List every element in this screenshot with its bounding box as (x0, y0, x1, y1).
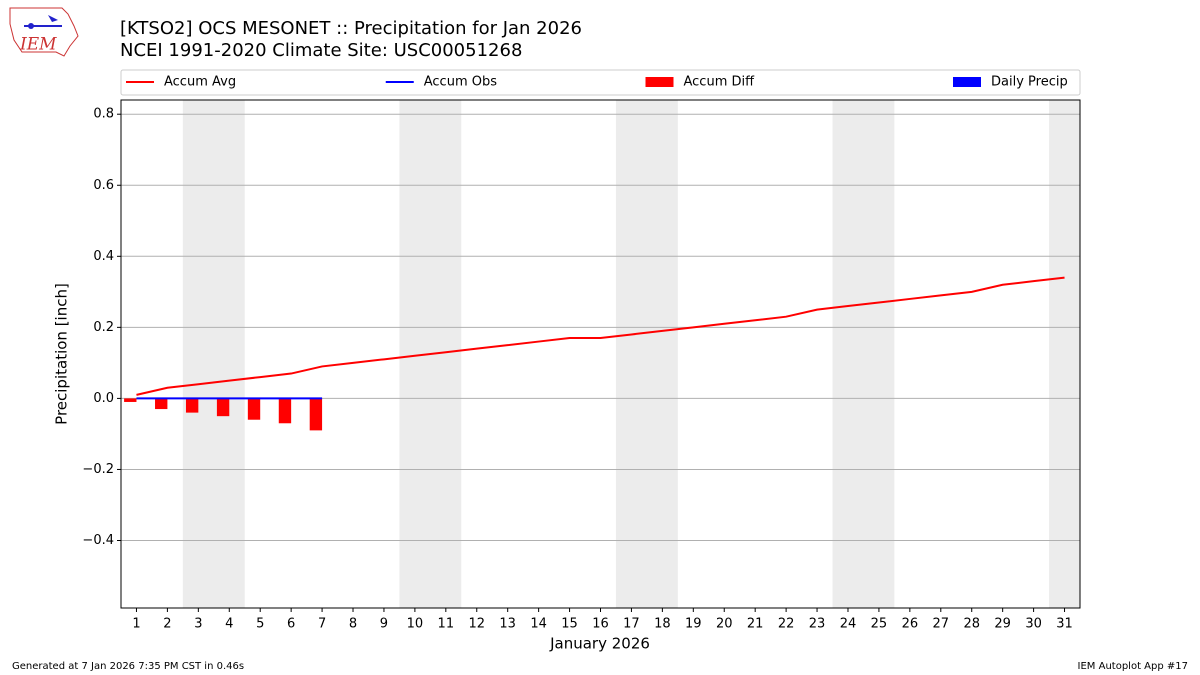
y-tick-label: 0.8 (93, 107, 114, 122)
x-tick-label: 20 (716, 617, 733, 632)
y-tick-label: 0.4 (93, 249, 114, 264)
y-tick-label: 0.0 (93, 391, 114, 406)
x-tick-label: 16 (592, 617, 609, 632)
footer-left: Generated at 7 Jan 2026 7:35 PM CST in 0… (12, 661, 244, 672)
x-tick-label: 1 (132, 617, 140, 632)
chart-title: [KTSO2] OCS MESONET :: Precipitation for… (120, 18, 582, 39)
y-axis-label: Precipitation [inch] (53, 283, 71, 425)
bar (278, 398, 292, 424)
x-axis-label: January 2026 (549, 635, 650, 653)
legend-marker (953, 77, 981, 87)
x-tick-label: 22 (778, 617, 795, 632)
y-tick-label: −0.4 (82, 533, 114, 548)
legend-label: Accum Diff (684, 75, 756, 90)
x-tick-label: 24 (840, 617, 857, 632)
bar (185, 398, 199, 413)
chart-subtitle: NCEI 1991-2020 Climate Site: USC00051268 (120, 40, 522, 61)
x-tick-label: 26 (902, 617, 919, 632)
x-tick-label: 12 (468, 617, 485, 632)
x-tick-label: 4 (225, 617, 233, 632)
x-tick-label: 18 (654, 617, 671, 632)
plot-frame (120, 99, 1081, 609)
x-tick-label: 10 (407, 617, 424, 632)
x-tick-label: 6 (287, 617, 295, 632)
x-tick-label: 11 (438, 617, 455, 632)
x-tick-label: 3 (194, 617, 202, 632)
x-tick-label: 21 (747, 617, 764, 632)
bar (216, 398, 230, 417)
x-tick-label: 28 (963, 617, 980, 632)
weekend-shade (832, 100, 895, 608)
x-tick-label: 27 (933, 617, 950, 632)
legend-box (120, 69, 1081, 96)
bar (124, 398, 137, 402)
weekend-shade (182, 100, 245, 608)
y-tick-label: −0.2 (82, 462, 114, 477)
legend-marker (645, 77, 674, 87)
x-tick-label: 7 (318, 617, 326, 632)
x-tick-label: 15 (561, 617, 578, 632)
legend-label: Accum Obs (424, 75, 497, 90)
legend-label: Daily Precip (991, 75, 1068, 90)
y-tick-label: 0.2 (93, 320, 114, 335)
bar (309, 398, 323, 431)
x-tick-label: 5 (256, 617, 264, 632)
x-tick-label: 23 (809, 617, 826, 632)
x-tick-label: 13 (499, 617, 516, 632)
y-tick-label: 0.6 (93, 178, 114, 193)
x-tick-label: 17 (623, 617, 640, 632)
bar (155, 398, 168, 410)
footer-right: IEM Autoplot App #17 (1078, 661, 1188, 672)
weekend-shade (615, 100, 678, 608)
logo: IEM (9, 7, 79, 57)
x-tick-label: 31 (1056, 617, 1073, 632)
x-tick-label: 8 (349, 617, 357, 632)
x-tick-label: 30 (1025, 617, 1042, 632)
weekend-shade (1049, 100, 1080, 608)
logo-text: IEM (19, 35, 57, 55)
x-tick-label: 14 (530, 617, 547, 632)
series-line (136, 276, 1065, 396)
x-tick-label: 9 (380, 617, 388, 632)
bar (247, 398, 261, 420)
x-tick-label: 19 (685, 617, 702, 632)
x-tick-label: 2 (163, 617, 171, 632)
legend-label: Accum Avg (164, 75, 236, 90)
x-tick-label: 25 (871, 617, 888, 632)
plot-area (121, 100, 1080, 608)
x-tick-label: 29 (994, 617, 1011, 632)
